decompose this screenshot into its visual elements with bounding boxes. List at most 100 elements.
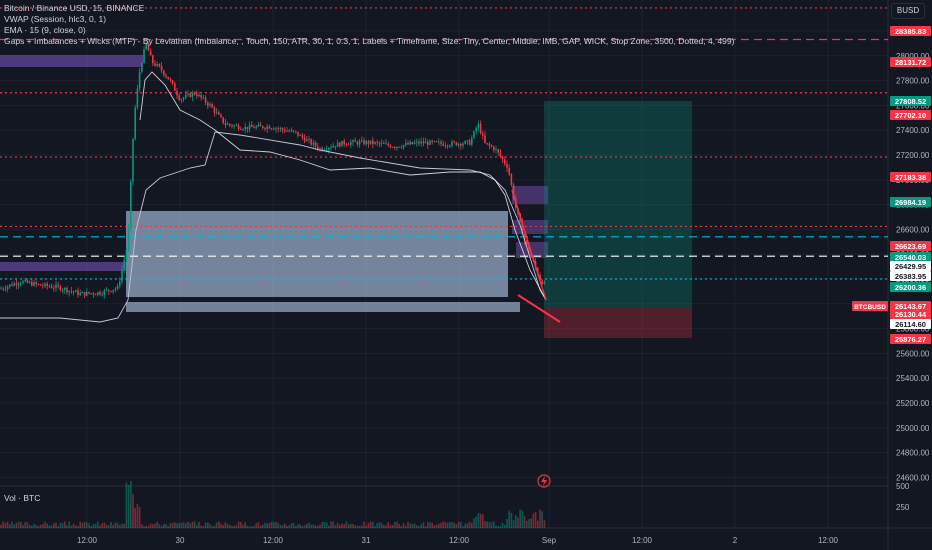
price-label-bg	[890, 26, 931, 36]
volume-bar	[519, 509, 521, 528]
candle-body	[471, 138, 473, 145]
candle-body	[358, 141, 361, 145]
volume-bar	[97, 521, 99, 528]
candle-body	[28, 281, 31, 283]
price-label: 28385.83	[895, 27, 926, 36]
price-label: 26130.44	[895, 310, 927, 319]
candle-body	[389, 145, 392, 148]
ema-line	[139, 71, 547, 301]
volume-bar	[70, 525, 73, 528]
candle-body	[345, 144, 348, 145]
volume-bar	[92, 524, 95, 528]
volume-bar	[281, 524, 284, 528]
time-tick-label: Sep	[542, 536, 557, 545]
volume-bar	[292, 522, 295, 528]
volume-bar	[398, 523, 400, 528]
vwap-indicator[interactable]: VWAP (Session, hlc3, 0, 1)	[4, 14, 107, 24]
imbalance-zones	[0, 55, 692, 338]
candle-body	[193, 92, 196, 95]
volume-bar	[248, 526, 251, 528]
volume-bar	[517, 517, 519, 528]
volume-bar	[123, 523, 125, 528]
volume-bar	[4, 523, 7, 528]
volume-bar	[312, 524, 315, 528]
candle-body	[374, 142, 376, 144]
candle-body	[152, 55, 154, 64]
price-labels: 28385.83 28131.72 27808.52 27702.10 27183.38…	[852, 26, 931, 344]
volume-bar	[169, 523, 172, 528]
volume-bar	[61, 523, 64, 528]
volume-bar	[165, 524, 167, 528]
volume-bar	[475, 516, 477, 528]
volume-bar	[141, 524, 143, 528]
candle-body	[286, 130, 288, 132]
volume-bar	[127, 485, 130, 528]
candle-body	[473, 131, 475, 139]
candle-body	[284, 129, 286, 132]
currency-button[interactable]: BUSD	[891, 3, 925, 19]
price-tick-label: 25800.00	[896, 325, 930, 334]
volume-bar	[240, 521, 242, 528]
volume-bar	[132, 494, 134, 528]
volume-bar	[77, 526, 79, 528]
price-label-bg	[890, 252, 931, 262]
volume-bar	[420, 524, 422, 528]
candle-body	[185, 94, 187, 98]
candle-body	[407, 143, 409, 145]
indicator-lines	[0, 71, 561, 488]
volume-bar	[220, 523, 222, 528]
volume-bar	[103, 522, 106, 528]
volume-bar	[451, 522, 453, 528]
time-axis[interactable]: 12:00 30 12:00 31 12:00 Sep 12:00 2 12:00	[77, 536, 839, 545]
candle-body	[468, 140, 471, 145]
symbol-title[interactable]: Bitcoin / Binance USD, 15, BINANCE	[4, 3, 145, 13]
candle-body	[220, 114, 222, 118]
volume-bar	[512, 520, 515, 528]
candle-body	[508, 167, 510, 175]
candle-body	[37, 283, 40, 285]
candle-body	[246, 126, 249, 130]
candle-body	[123, 259, 125, 270]
candle-body	[171, 80, 174, 84]
ema-indicator[interactable]: EMA · 15 (9, close, 0)	[4, 25, 86, 35]
volume-bar	[444, 522, 447, 528]
volume-bar	[264, 522, 266, 528]
candle-body	[420, 141, 422, 144]
volume-bar	[482, 514, 484, 528]
candle-body	[204, 97, 207, 103]
trend-line-upper	[511, 189, 547, 301]
candle-body	[484, 135, 486, 143]
volume-bar	[310, 524, 312, 528]
candle-body	[413, 142, 416, 144]
volume-bar	[182, 522, 185, 528]
candle-body	[229, 123, 231, 126]
volume-indicator-label[interactable]: Vol · BTC	[4, 493, 41, 503]
volume-bar	[171, 522, 174, 528]
candle-body	[339, 142, 341, 147]
candle-body	[501, 156, 504, 160]
price-label: 26143.67	[895, 302, 926, 311]
candle-body	[510, 174, 513, 185]
volume-bar	[215, 522, 218, 528]
candle-body	[231, 125, 233, 127]
volume-bar	[257, 522, 260, 528]
candle-body	[400, 147, 403, 149]
volume-bar	[94, 523, 97, 528]
volume-bar	[440, 522, 442, 528]
price-label-bg	[890, 197, 931, 207]
volume-bar	[301, 525, 304, 528]
candle-body	[288, 130, 290, 132]
volume-bar	[328, 525, 330, 528]
price-label-bg	[890, 96, 931, 106]
volume-bar	[64, 521, 66, 528]
candle-body	[202, 97, 205, 99]
volume-bar	[68, 521, 70, 528]
volume-bar	[218, 521, 220, 528]
gaps-indicator[interactable]: Gaps + Imbalances + Wicks (MTF) - By Lev…	[4, 36, 735, 46]
volume-bar	[279, 524, 282, 528]
candle-body	[328, 147, 330, 150]
volume-bar	[297, 524, 299, 528]
volume-bar	[253, 526, 255, 528]
left-imbalance-zone	[0, 262, 126, 271]
